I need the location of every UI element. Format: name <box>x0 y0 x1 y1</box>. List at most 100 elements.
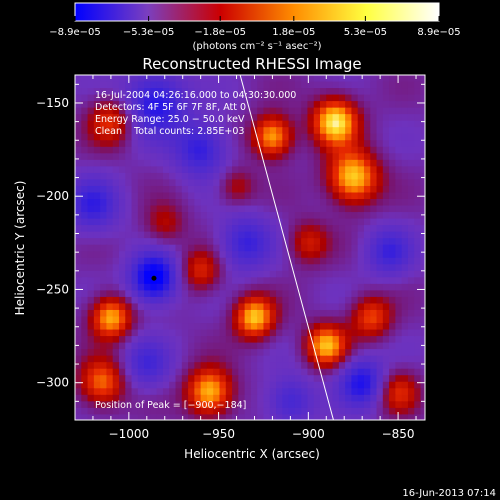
heatmap-cell <box>313 179 321 187</box>
heatmap-cell <box>363 355 371 363</box>
heatmap-cell <box>269 251 277 259</box>
heatmap-cell <box>93 107 101 115</box>
heatmap-cell <box>87 303 95 311</box>
heatmap-cell <box>100 257 108 265</box>
heatmap-cell <box>420 355 425 363</box>
heatmap-cell <box>338 81 346 89</box>
heatmap-cell <box>376 264 384 272</box>
heatmap-cell <box>137 225 145 233</box>
heatmap-cell <box>320 107 327 115</box>
heatmap-cell <box>414 127 422 135</box>
heatmap-cell <box>301 120 309 128</box>
heatmap-cell <box>156 414 164 420</box>
heatmap-cell <box>175 231 183 239</box>
heatmap-cell <box>338 94 346 102</box>
heatmap-cell <box>75 368 82 376</box>
heatmap-cell <box>407 355 415 363</box>
heatmap-cell <box>169 225 177 233</box>
heatmap-cell <box>351 166 359 174</box>
heatmap-cell <box>125 309 133 318</box>
heatmap-cell <box>169 75 177 83</box>
heatmap-cell <box>169 212 177 220</box>
heatmap-cell <box>345 179 353 187</box>
heatmap-cell <box>407 146 415 154</box>
heatmap-cell <box>244 401 252 409</box>
heatmap-cell <box>225 303 233 311</box>
heatmap-cell <box>313 166 321 174</box>
heatmap-cell <box>131 251 139 259</box>
heatmap-cell <box>376 270 384 278</box>
heatmap-cell <box>112 231 120 239</box>
heatmap-cell <box>118 153 126 161</box>
heatmap-cell <box>326 375 334 383</box>
heatmap-cell <box>382 127 390 135</box>
heatmap-cell <box>156 205 164 213</box>
heatmap-cell <box>427 212 434 219</box>
heatmap-cell <box>420 75 425 83</box>
heatmap-cell <box>118 309 126 318</box>
heatmap-cell <box>326 218 334 226</box>
heatmap-cell <box>257 388 265 396</box>
heatmap-cell <box>118 414 126 420</box>
heatmap-cell <box>276 316 283 324</box>
heatmap-cell <box>175 303 183 311</box>
heatmap-cell <box>87 362 95 370</box>
heatmap-cell <box>144 316 151 324</box>
heatmap-cell <box>395 381 403 389</box>
heatmap-cell <box>320 212 327 220</box>
heatmap-cell <box>181 414 189 420</box>
heatmap-cell <box>414 166 422 174</box>
heatmap-cell <box>288 231 296 239</box>
heatmap-cell <box>338 185 346 194</box>
heatmap-cell <box>401 362 409 370</box>
heatmap-cell <box>118 244 126 252</box>
heatmap-cell <box>395 107 403 115</box>
heatmap-cell <box>200 172 208 181</box>
heatmap-cell <box>125 238 133 246</box>
heatmap-cell <box>181 75 189 83</box>
heatmap-cell <box>137 205 145 213</box>
heatmap-cell <box>389 257 396 265</box>
heatmap-cell <box>288 355 296 363</box>
heatmap-cell <box>407 101 415 109</box>
heatmap-cell <box>389 120 396 128</box>
heatmap-cell <box>269 101 277 109</box>
heatmap-cell <box>326 192 334 200</box>
heatmap-cell <box>357 290 365 298</box>
heatmap-cell <box>81 355 89 363</box>
heatmap-cell <box>263 101 271 109</box>
heatmap-cell <box>326 88 334 96</box>
heatmap-cell <box>307 257 315 265</box>
heatmap-cell <box>118 342 126 350</box>
heatmap-cell <box>188 179 195 187</box>
heatmap-cell <box>175 251 183 259</box>
heatmap-cell <box>181 342 189 350</box>
heatmap-cell <box>81 225 89 233</box>
heatmap-cell <box>288 218 296 226</box>
heatmap-cell <box>427 134 434 141</box>
heatmap-cell <box>276 153 283 161</box>
heatmap-cell <box>320 225 327 233</box>
heatmap-cell <box>332 342 340 350</box>
heatmap-cell <box>131 309 139 318</box>
heatmap-cell <box>144 362 151 370</box>
heatmap-cell <box>244 336 252 344</box>
heatmap-cell <box>301 185 309 194</box>
heatmap-cell <box>169 244 177 252</box>
heatmap-cell <box>407 264 415 272</box>
heatmap-cell <box>87 107 95 115</box>
heatmap-cell <box>81 185 89 194</box>
heatmap-cell <box>376 107 384 115</box>
heatmap-cell <box>401 283 409 291</box>
heatmap-cell <box>427 101 434 108</box>
heatmap-cell <box>213 179 221 187</box>
heatmap-cell <box>169 120 177 128</box>
heatmap-cell <box>100 238 108 246</box>
heatmap-cell <box>81 342 89 350</box>
heatmap-cell <box>313 127 321 135</box>
heatmap-cell <box>414 133 422 141</box>
heatmap-cell <box>200 316 208 324</box>
heatmap-cell <box>301 166 309 174</box>
heatmap-cell <box>427 238 434 245</box>
heatmap-cell <box>401 349 409 357</box>
